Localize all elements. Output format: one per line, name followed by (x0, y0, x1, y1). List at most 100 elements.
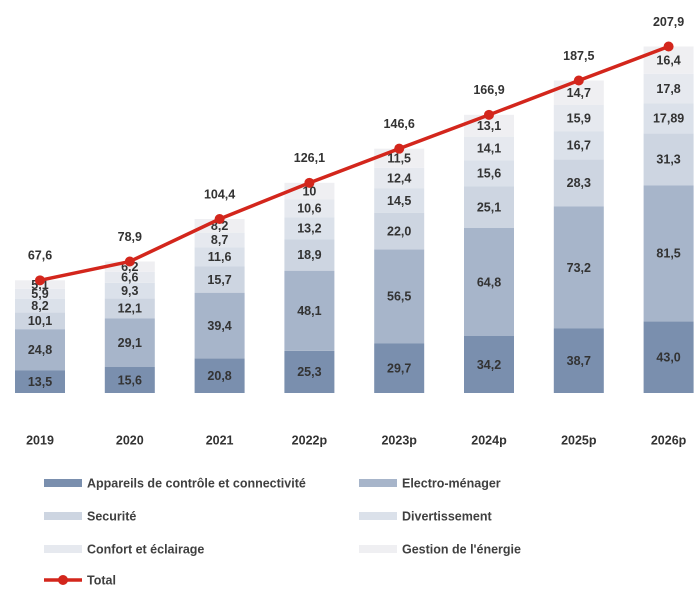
legend-label: Gestion de l'énergie (402, 542, 521, 556)
segment-label: 25,1 (477, 200, 501, 214)
bar-segment (194, 219, 245, 233)
bar-segment (374, 343, 425, 393)
segment-label: 73,2 (567, 261, 591, 275)
bar-segment (464, 136, 514, 161)
legend-label: Electro-ménager (402, 476, 501, 490)
segment-label: 10,6 (297, 202, 321, 216)
total-label: 104,4 (204, 187, 235, 201)
segment-label: 18,9 (297, 248, 321, 262)
total-marker (214, 214, 225, 224)
x-tick-label: 2025p (561, 433, 597, 447)
segment-label: 14,5 (387, 194, 411, 208)
bar-segment (553, 206, 604, 329)
bar-segment (464, 228, 514, 336)
segment-label: 17,8 (656, 82, 680, 96)
segment-label: 8,7 (211, 233, 228, 247)
segment-label: 8,2 (31, 299, 48, 313)
bar-segment (643, 133, 694, 186)
bar-segment (194, 358, 245, 393)
bar-segment (15, 329, 65, 371)
segment-label: 16,4 (656, 53, 680, 67)
bar-segment (374, 188, 425, 213)
bar-segment (104, 367, 155, 393)
legend-swatch (359, 512, 397, 520)
total-label: 146,6 (384, 117, 415, 131)
bar-segment (553, 159, 604, 207)
bar-segment (194, 247, 245, 267)
segment-label: 25,3 (297, 365, 321, 379)
total-marker (573, 75, 584, 86)
segment-label: 31,3 (656, 153, 680, 167)
legend-label: Divertissement (402, 509, 492, 523)
bar-segment (104, 298, 155, 319)
bar-segment (284, 199, 335, 218)
x-tick-label: 2024p (471, 433, 507, 447)
total-marker (484, 109, 494, 120)
segment-label: 22,0 (387, 224, 411, 238)
bar-segment (194, 292, 245, 359)
total-label: 126,1 (294, 151, 325, 165)
segment-label: 13,5 (28, 375, 52, 389)
total-marker (124, 256, 135, 267)
bar-segment (15, 312, 65, 330)
bar-segment (643, 73, 694, 104)
bar-segment (374, 212, 425, 250)
total-marker (35, 275, 45, 286)
legend-label: Confort et éclairage (87, 542, 204, 556)
segment-label: 20,8 (207, 369, 231, 383)
segment-label: 64,8 (477, 275, 501, 289)
segment-label: 13,2 (297, 221, 321, 235)
segment-label: 15,9 (567, 112, 591, 126)
segment-label: 29,7 (387, 362, 411, 376)
segment-label: 38,7 (567, 354, 591, 368)
x-tick-label: 2023p (381, 433, 417, 447)
bar-segment (374, 249, 425, 344)
segment-label: 15,6 (477, 166, 501, 180)
total-label: 187,5 (563, 49, 594, 63)
total-label: 78,9 (118, 230, 142, 244)
segment-label: 6,6 (121, 271, 138, 285)
legend-swatch (44, 545, 82, 553)
segment-label: 48,1 (297, 304, 321, 318)
legend-marker (58, 575, 68, 585)
segment-label: 56,5 (387, 290, 411, 304)
bar-segment (284, 217, 335, 240)
segment-label: 15,6 (118, 373, 142, 387)
segment-label: 81,5 (656, 247, 680, 261)
legend-label: Securité (87, 509, 136, 523)
bar-segment (284, 270, 335, 351)
total-marker (394, 143, 405, 154)
segment-label: 11,6 (208, 250, 232, 264)
bar-segment (284, 239, 335, 271)
bar-segment (643, 103, 694, 134)
bar-segment (374, 167, 425, 189)
bar-segment (194, 266, 245, 293)
segment-label: 11,5 (387, 152, 411, 166)
segment-label: 5,9 (31, 287, 48, 301)
legend-swatch (44, 479, 82, 487)
total-marker (663, 41, 674, 52)
bar-segment (104, 261, 155, 272)
total-marker (304, 177, 315, 188)
segment-label: 12,1 (118, 302, 142, 316)
bar-segment (553, 131, 604, 160)
legend-swatch (44, 512, 82, 520)
legend-swatch (359, 479, 397, 487)
bar-segment (104, 271, 155, 283)
bar-segment (194, 232, 245, 248)
segment-label: 28,3 (567, 176, 591, 190)
segment-label: 13,1 (477, 119, 501, 133)
bar-segment (15, 298, 65, 313)
bar-segment (284, 350, 335, 393)
bar-segment (15, 288, 65, 299)
legend-label: Total (87, 573, 116, 587)
segment-label: 17,89 (653, 112, 684, 126)
segment-label: 43,0 (656, 350, 680, 364)
bar-segment (553, 328, 604, 393)
x-tick-label: 2019 (26, 433, 54, 447)
total-label: 207,9 (653, 15, 684, 29)
segment-label: 16,7 (567, 139, 591, 153)
x-tick-label: 2020 (116, 433, 144, 447)
bar-segment (643, 185, 694, 322)
